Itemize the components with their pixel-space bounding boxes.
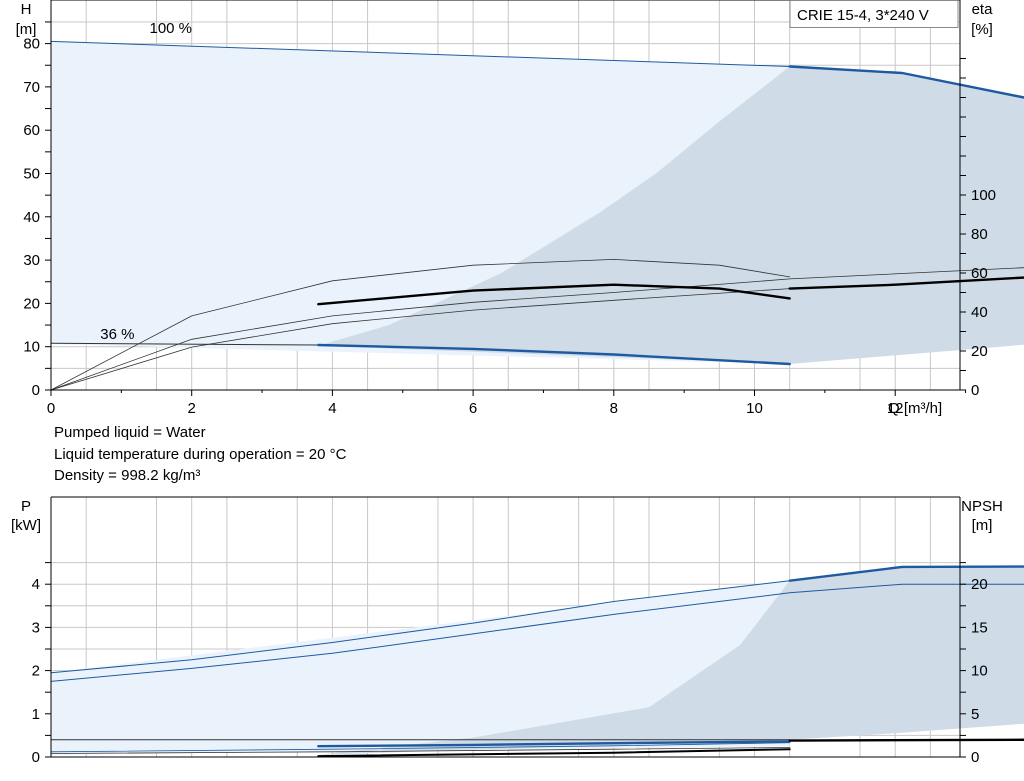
x-tick-label: 4 — [328, 400, 336, 417]
x-tick-label: 8 — [610, 400, 618, 417]
y-left-tick-label: 2 — [32, 663, 40, 680]
series-eta-thin-b — [50, 267, 1024, 391]
x-axis-label: Q [m³/h] — [888, 400, 942, 417]
speed-label: 36 % — [100, 326, 134, 343]
y-left-tick-label: 30 — [23, 252, 40, 269]
x-tick-label: 0 — [47, 400, 55, 417]
y-right-tick-label: 20 — [971, 576, 988, 593]
y-left-tick-label: 70 — [23, 79, 40, 96]
y-right-axis-label: NPSH — [961, 498, 1003, 515]
y-right-tick-label: 15 — [971, 619, 988, 636]
y-left-tick-label: 3 — [32, 619, 40, 636]
y-left-tick-label: 10 — [23, 339, 40, 356]
series-p1-envelope — [50, 580, 791, 674]
series-envelope-light — [51, 580, 790, 755]
series-p2-envelope — [50, 583, 1024, 682]
y-left-tick-label: 80 — [23, 36, 40, 53]
y-right-tick-label: 80 — [971, 226, 988, 243]
speed-label: 100 % — [149, 20, 192, 37]
series-head-36-envelope — [50, 342, 319, 346]
y-left-tick-label: 40 — [23, 209, 40, 226]
y-left-tick-label: 0 — [32, 749, 40, 766]
series-head-36 — [317, 343, 791, 366]
series-p1-36 — [317, 740, 791, 748]
note-pumped-liquid: Pumped liquid = Water — [54, 424, 206, 441]
series-npsh-low — [317, 748, 791, 758]
series-eta-bold-right — [788, 276, 1024, 290]
series-eta-bold-left — [317, 283, 791, 306]
x-tick-label: 6 — [469, 400, 477, 417]
pump-label-box — [789, 0, 959, 28]
series-eta-thin-a — [50, 258, 791, 391]
series-head-100-envelope — [50, 40, 791, 67]
series-p1 — [788, 565, 1024, 582]
chart-panel-head-efficiency — [45, 0, 1024, 396]
x-tick-label: 10 — [746, 400, 763, 417]
y-left-tick-label: 60 — [23, 122, 40, 139]
y-left-axis-unit: [m] — [16, 21, 37, 38]
y-right-tick-label: 20 — [971, 343, 988, 360]
y-left-axis-unit: [kW] — [11, 517, 41, 534]
y-left-tick-label: 1 — [32, 706, 40, 723]
x-tick-label: 12 — [887, 400, 904, 417]
series-eta-thin-c — [50, 288, 791, 391]
series-npsh-bold — [788, 738, 1024, 742]
y-right-axis-label: eta — [972, 1, 994, 18]
series-envelope-grey — [318, 566, 1024, 755]
y-left-tick-label: 50 — [23, 166, 40, 183]
note-density: Density = 998.2 kg/m³ — [54, 467, 201, 484]
y-right-tick-label: 5 — [971, 706, 979, 723]
y-left-tick-label: 20 — [23, 295, 40, 312]
x-tick-label: 2 — [188, 400, 196, 417]
y-right-tick-label: 100 — [971, 187, 996, 204]
y-right-axis-unit: [%] — [971, 21, 993, 38]
y-right-tick-label: 60 — [971, 265, 988, 282]
series-p-thin-b — [50, 747, 791, 754]
y-left-tick-label: 4 — [32, 576, 40, 593]
y-left-axis-label: P — [21, 498, 31, 515]
y-left-tick-label: 0 — [32, 382, 40, 399]
series-head-100 — [788, 65, 1024, 99]
y-right-tick-label: 0 — [971, 749, 979, 766]
chart-panel-power-npsh — [45, 496, 1024, 758]
note-liquid-temperature: Liquid temperature during operation = 20… — [54, 446, 347, 463]
y-right-tick-label: 40 — [971, 304, 988, 321]
pump-model-label: CRIE 15-4, 3*240 V — [797, 7, 929, 24]
y-right-tick-label: 10 — [971, 663, 988, 680]
y-right-axis-unit: [m] — [972, 517, 993, 534]
y-left-axis-label: H — [21, 1, 32, 18]
y-right-tick-label: 0 — [971, 382, 979, 399]
series-p-thin-a — [50, 742, 791, 753]
